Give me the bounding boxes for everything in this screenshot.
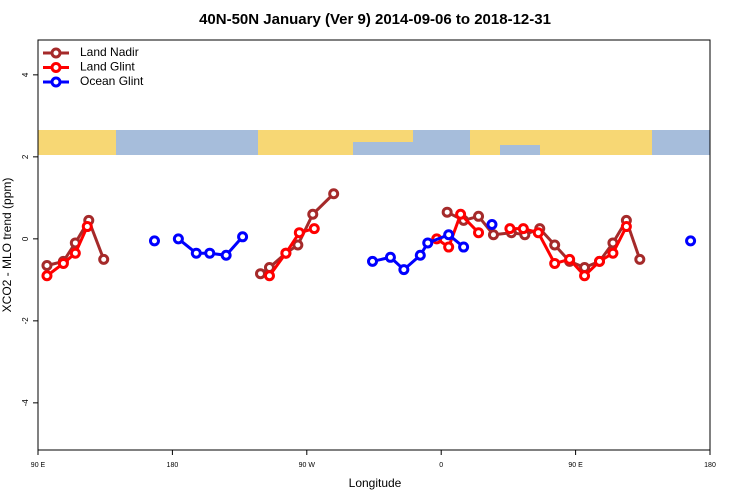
legend-label: Land Nadir [80, 45, 139, 59]
point [293, 227, 305, 239]
point [564, 253, 576, 265]
x-tick-label: 90 E [31, 462, 46, 469]
y-tick-label: -2 [21, 317, 30, 325]
legend-marker [50, 62, 62, 73]
land [470, 130, 652, 155]
point [307, 208, 319, 220]
point [579, 270, 591, 282]
land [258, 130, 353, 155]
x-tick-label: 90 W [299, 462, 316, 469]
point [367, 255, 379, 267]
point [549, 257, 561, 269]
ocean [500, 145, 540, 155]
point [220, 249, 232, 261]
x-tick-label: 180 [704, 462, 716, 469]
point [81, 221, 93, 233]
point [190, 247, 202, 259]
point [517, 223, 529, 235]
point [487, 229, 499, 241]
point [41, 260, 53, 271]
point [443, 229, 455, 241]
y-tick-label: 4 [21, 72, 30, 77]
point [398, 264, 410, 276]
point [443, 241, 455, 253]
point [607, 247, 619, 259]
x-tick-label: 0 [439, 462, 443, 469]
series-line [46, 211, 628, 278]
point [98, 253, 110, 265]
legend-marker [50, 76, 62, 88]
map-strip [38, 130, 710, 155]
point [532, 227, 544, 239]
point [384, 251, 396, 263]
point [455, 208, 467, 220]
x-axis-label: Longitude [349, 476, 402, 490]
point [473, 210, 485, 222]
y-tick-label: -4 [21, 399, 30, 407]
legend-marker [50, 47, 62, 59]
point [620, 221, 632, 233]
point [280, 247, 292, 259]
point [422, 237, 434, 249]
x-tick-label: 180 [167, 462, 179, 469]
point [634, 253, 646, 265]
point [255, 268, 267, 280]
point [204, 247, 216, 259]
point [549, 239, 561, 251]
y-tick-label: 0 [21, 236, 30, 241]
point [593, 255, 605, 267]
point [172, 233, 184, 245]
point [148, 235, 160, 247]
y-tick-label: 2 [21, 154, 30, 159]
land [353, 130, 413, 142]
x-tick-label: 90 E [568, 462, 583, 469]
point [504, 223, 516, 235]
point [237, 231, 249, 243]
point [292, 239, 304, 251]
point [69, 247, 81, 259]
point [263, 270, 275, 282]
y-axis-label: XCO2 - MLO trend (ppm) [0, 178, 14, 313]
point [328, 188, 340, 200]
point [486, 219, 498, 230]
legend-label: Land Glint [80, 60, 135, 74]
point [414, 249, 426, 261]
point [57, 257, 69, 269]
land [38, 130, 116, 155]
point [441, 206, 453, 218]
chart-title: 40N-50N January (Ver 9) 2014-09-06 to 20… [199, 11, 551, 28]
legend-label: Ocean Glint [80, 74, 144, 88]
point [685, 235, 697, 247]
point [308, 223, 320, 235]
point [458, 241, 470, 253]
point [41, 270, 53, 282]
point [473, 227, 485, 239]
plot-frame [37, 39, 711, 451]
